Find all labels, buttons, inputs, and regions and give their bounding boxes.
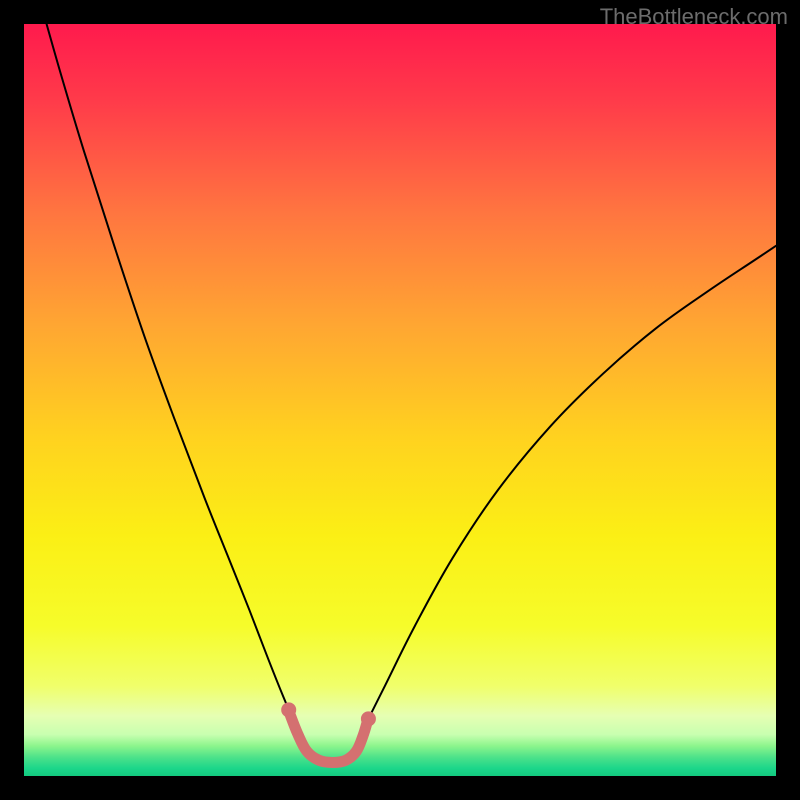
valley-end-dot-1 — [361, 711, 376, 726]
valley-end-dot-0 — [281, 702, 296, 717]
chart-container: TheBottleneck.com — [0, 0, 800, 800]
watermark-text: TheBottleneck.com — [600, 4, 788, 30]
gradient-background — [24, 24, 776, 776]
chart-svg — [24, 24, 776, 776]
plot-area — [24, 24, 776, 776]
